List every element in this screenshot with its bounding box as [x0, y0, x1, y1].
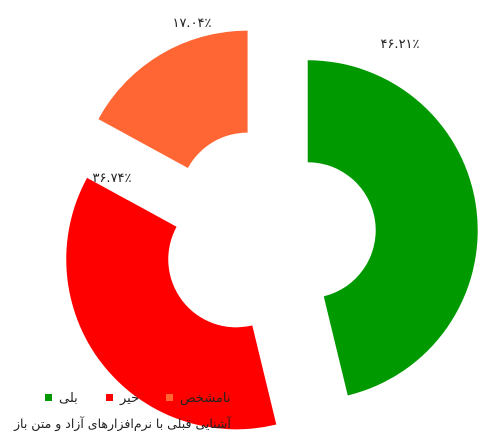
value-label-yes: ۴۶.۲۱٪ [380, 37, 419, 52]
legend-label-unknown: نامشخص [180, 391, 230, 406]
legend-item-no[interactable]: خیر [106, 391, 139, 406]
legend: بلی خیر نامشخص [45, 391, 230, 406]
chart-title: آشنایی قبلی با نرم‌افزارهای آزاد و متن ب… [13, 416, 231, 432]
value-label-no: ۳۶.۷۴٪ [92, 171, 131, 186]
legend-swatch-yes [45, 394, 52, 401]
legend-swatch-no [106, 394, 113, 401]
slice-no[interactable] [66, 177, 277, 430]
slice-unknown[interactable] [98, 30, 248, 168]
value-label-unknown: ۱۷.۰۴٪ [172, 16, 211, 31]
legend-label-yes: بلی [59, 391, 78, 406]
value-labels-group: ۴۶.۲۱٪ ۳۶.۷۴٪ ۱۷.۰۴٪ [92, 16, 419, 186]
legend-swatch-unknown [166, 394, 173, 401]
slices-group [66, 30, 478, 430]
legend-item-yes[interactable]: بلی [45, 391, 78, 406]
legend-item-unknown[interactable]: نامشخص [166, 391, 230, 406]
slice-yes[interactable] [307, 60, 478, 396]
legend-label-no: خیر [119, 391, 139, 406]
